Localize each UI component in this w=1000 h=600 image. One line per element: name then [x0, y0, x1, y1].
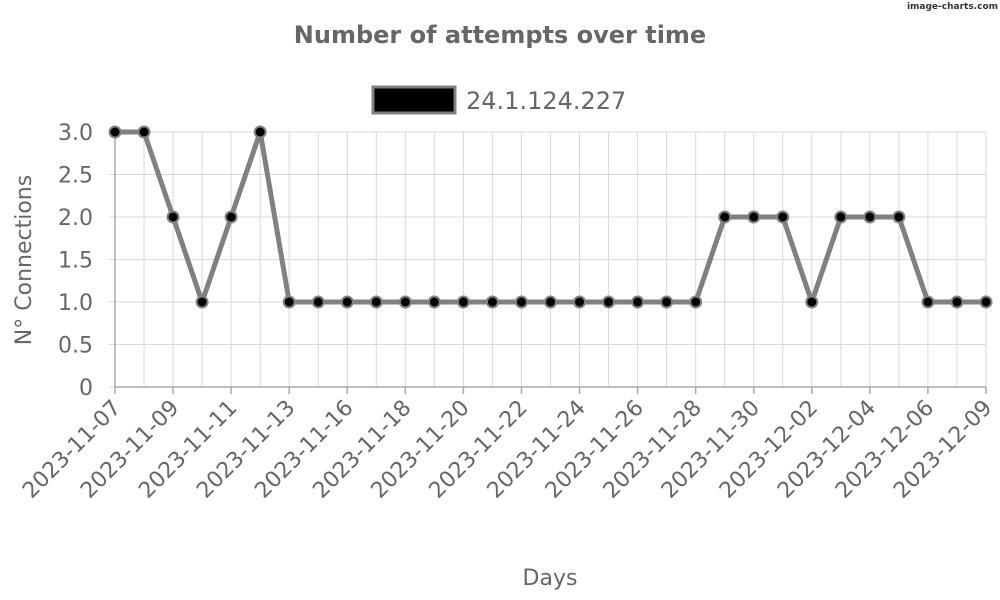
- data-point: [950, 295, 964, 309]
- data-point: [544, 295, 557, 309]
- data-point: [514, 295, 528, 309]
- data-point: [892, 210, 906, 224]
- data-point: [631, 295, 645, 309]
- data-point: [456, 295, 470, 309]
- data-point: [660, 295, 674, 309]
- data-point: [311, 295, 325, 309]
- data-point: [921, 295, 935, 309]
- y-axis-title: N° Connections: [12, 175, 37, 345]
- data-point: [369, 295, 383, 309]
- data-point: [108, 125, 122, 139]
- data-point: [776, 210, 790, 224]
- data-point: [398, 295, 412, 309]
- data-point: [979, 295, 993, 309]
- data-point: [485, 295, 499, 309]
- data-point: [805, 295, 819, 309]
- x-axis-title: Days: [523, 566, 578, 591]
- y-tick-label: 1.5: [58, 249, 93, 274]
- y-tick-label: 1.0: [58, 291, 93, 316]
- data-point: [340, 295, 354, 309]
- legend-label: 24.1.124.227: [466, 87, 626, 115]
- data-point: [689, 295, 703, 309]
- y-gridlines: [109, 131, 986, 388]
- y-tick-label: 2.0: [58, 206, 93, 231]
- legend: 24.1.124.227: [371, 85, 626, 115]
- data-point: [427, 295, 441, 309]
- watermark: image-charts.com: [907, 2, 998, 12]
- data-point: [834, 210, 848, 224]
- data-point: [573, 295, 587, 309]
- data-point: [863, 210, 877, 224]
- data-points: [108, 125, 993, 309]
- chart-title: Number of attempts over time: [294, 21, 706, 49]
- y-tick-label: 3.0: [58, 121, 93, 146]
- x-gridlines: [114, 132, 987, 387]
- data-point: [137, 125, 151, 139]
- y-tick-labels: 0 0.5 1.0 1.5 2.0 2.5 3.0: [58, 121, 93, 401]
- y-tick-label: 0: [79, 376, 93, 401]
- data-point: [253, 125, 267, 139]
- data-point: [747, 210, 761, 224]
- data-point: [602, 295, 616, 309]
- data-point: [224, 210, 238, 224]
- legend-swatch: [371, 85, 457, 115]
- data-point: [195, 295, 209, 309]
- data-point: [166, 210, 180, 224]
- axes: [114, 132, 986, 388]
- data-point: [282, 295, 296, 309]
- y-tick-label: 2.5: [58, 164, 93, 189]
- y-tick-label: 0.5: [58, 334, 93, 359]
- x-tick-labels: 2023-11-072023-11-092023-11-112023-11-13…: [18, 387, 997, 504]
- data-point: [718, 210, 732, 224]
